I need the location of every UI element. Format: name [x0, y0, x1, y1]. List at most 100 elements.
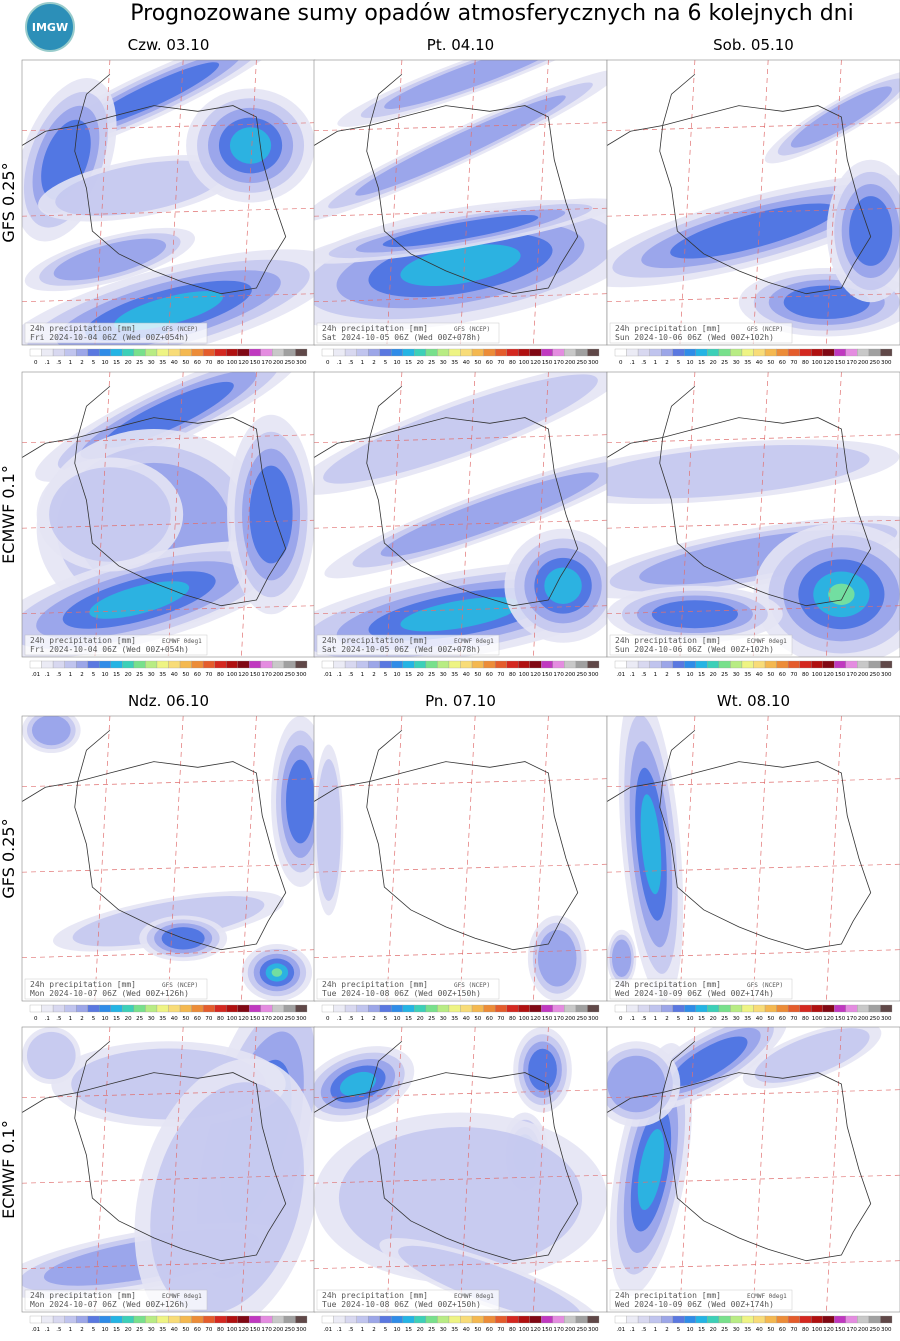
colorbar-label: 100: [812, 1327, 823, 1333]
colorbar-label: 2: [372, 1327, 376, 1333]
colorbar-label: .1: [337, 1327, 342, 1333]
colorbar-swatch: [368, 348, 380, 357]
colorbar-label: 70: [205, 1016, 212, 1022]
precipitation-area: [49, 467, 171, 562]
colorbar-swatch: [857, 1004, 870, 1013]
panel-border: [606, 715, 900, 1002]
colorbar-swatch: [529, 660, 542, 669]
colorbar-swatch: [811, 1315, 823, 1324]
colorbar-swatch: [41, 1315, 54, 1324]
colorbar-swatch: [145, 660, 158, 669]
colorbar-swatch: [587, 1004, 600, 1013]
colorbar-label: 120: [823, 1327, 834, 1333]
colorbar-label: 2: [80, 672, 84, 678]
colorbar-label: .5: [348, 1016, 354, 1022]
colorbar-label: .1: [45, 1016, 50, 1022]
colorbar-label: .1: [45, 360, 50, 366]
colorbar-swatch: [776, 1315, 789, 1324]
parallel: [22, 778, 315, 788]
colorbar-label: 35: [744, 1327, 751, 1333]
colorbar-label: 15: [698, 1016, 705, 1022]
colorbar-label: 70: [205, 672, 212, 678]
colorbar-swatch: [483, 1004, 496, 1013]
model-source: GFS (NCEP): [454, 326, 490, 333]
colorbar-label: 0: [34, 360, 38, 366]
coastline: [607, 1040, 696, 1113]
colorbar-swatch: [799, 1315, 812, 1324]
colorbar-swatch: [626, 1315, 639, 1324]
colorbar-swatch: [110, 660, 123, 669]
colorbar-swatch: [707, 1004, 720, 1013]
colorbar-label: 250: [869, 360, 880, 366]
map-panel: 24h precipitation [mm] GFS (NCEP)Sun 2024…: [607, 60, 900, 345]
colorbar-label: .5: [641, 1327, 647, 1333]
colorbar-label: 35: [451, 1327, 458, 1333]
colorbar-swatch: [29, 1004, 42, 1013]
colorbar-swatch: [460, 1315, 473, 1324]
colorbar-swatch: [237, 660, 250, 669]
precipitation-area: [607, 444, 870, 499]
meridian: [386, 1027, 403, 1312]
colorbar-label: 100: [227, 360, 238, 366]
colorbar-label: 15: [113, 1327, 120, 1333]
colorbar-swatch: [99, 1004, 111, 1013]
colorbar-label: 70: [790, 672, 797, 678]
colorbar-label: 300: [296, 1327, 307, 1333]
colorbar-swatch: [614, 348, 627, 357]
colorbar-swatch: [99, 660, 111, 669]
colorbar-swatch: [868, 660, 881, 669]
colorbar-label: 20: [710, 360, 717, 366]
colorbar-label: 10: [687, 672, 694, 678]
colorbar-swatch: [564, 1315, 577, 1324]
meridian: [241, 1027, 257, 1312]
colorbar-label: 250: [284, 1016, 295, 1022]
colorbar-swatch: [249, 348, 261, 357]
colorbar-swatch: [506, 348, 519, 357]
colorbar-label: .1: [630, 1327, 635, 1333]
colorbar-swatch: [718, 1004, 731, 1013]
coastline: [22, 729, 111, 802]
colorbar-swatch: [414, 1004, 427, 1013]
meridian: [386, 716, 403, 1001]
colorbar-label: 10: [394, 1016, 401, 1022]
colorbar-swatch: [764, 1004, 777, 1013]
colorbar-swatch: [845, 1315, 858, 1324]
colorbar-label: 150: [542, 1016, 553, 1022]
colorbar-label: 15: [405, 1016, 412, 1022]
colorbar-label: 1: [69, 1327, 73, 1333]
parallel: [22, 1089, 315, 1099]
colorbar-label: 10: [102, 360, 109, 366]
colorbar-label: 30: [148, 672, 155, 678]
colorbar-label: 10: [687, 1016, 694, 1022]
colorbar-label: 1: [69, 1016, 73, 1022]
colorbar-swatch: [518, 348, 530, 357]
precipitation-area: [537, 930, 577, 987]
colorbar-swatch: [787, 660, 800, 669]
colorbar-swatch: [356, 660, 369, 669]
colorbar-label: 60: [779, 360, 786, 366]
colorbar-swatch: [76, 1004, 88, 1013]
map-panel: 24h precipitation [mm] GFS (NCEP)Tue 2024…: [314, 716, 607, 1001]
colorbar-swatch: [661, 1004, 673, 1013]
colorbar-label: 2: [372, 1016, 376, 1022]
colorbar-label: 60: [486, 1016, 493, 1022]
colorbar-swatch: [321, 660, 334, 669]
valid-time: Sat 2024-10-05 06Z (Wed 00Z+078h): [322, 333, 481, 342]
precipitation-area: [338, 1127, 583, 1269]
parallel: [22, 293, 315, 303]
model-source: GFS (NCEP): [162, 982, 198, 989]
row-label: GFS 0.25°: [0, 818, 18, 898]
colorbar-label: 50: [767, 1016, 774, 1022]
colorbar-swatch: [272, 1004, 285, 1013]
colorbar-swatch: [237, 1004, 250, 1013]
colorbar-label: 70: [205, 1327, 212, 1333]
parallel: [314, 207, 607, 217]
caption-box: [24, 978, 208, 1000]
meridian: [533, 1027, 549, 1312]
colorbar-swatch: [799, 1004, 812, 1013]
colorbar-swatch: [753, 1315, 766, 1324]
meridian: [386, 372, 403, 657]
colorbar-swatch: [764, 1315, 777, 1324]
